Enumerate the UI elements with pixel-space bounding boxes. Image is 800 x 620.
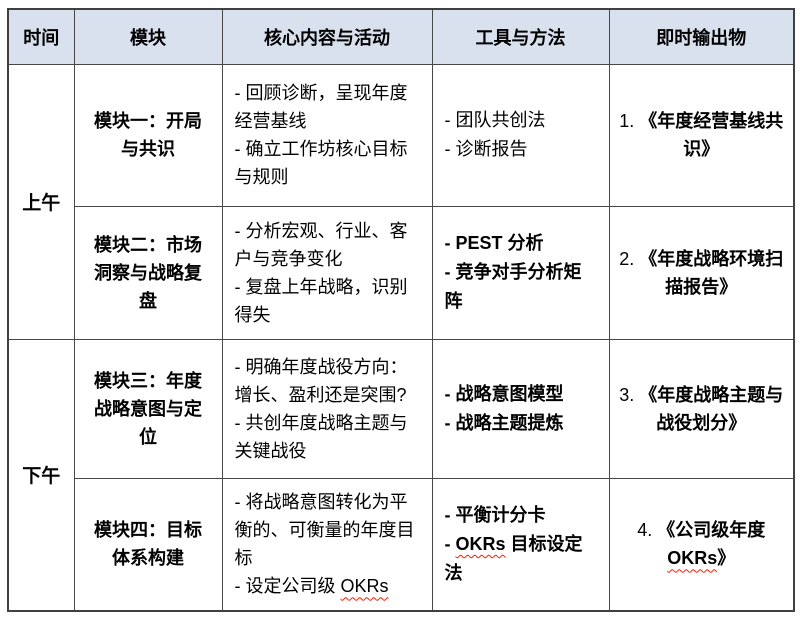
row-module-3: 下午 模块三：年度战略意图与定位 - 明确年度战役方向：增长、盈利还是突围? -… <box>7 338 795 612</box>
output-cell-3: 3. 《年度战略主题与战役划分》 <box>608 338 795 479</box>
row-module-1: 上午 模块一：开局与共识 - 回顾诊断，呈现年度经营基线 - 确立工作坊核心目标… <box>7 63 795 340</box>
time-cell-afternoon: 下午 <box>7 338 75 612</box>
tools-cell-2: - PEST 分析 - 竞争对手分析矩阵 <box>431 205 610 340</box>
activity-bullet: - 分析宏观、行业、客户与竞争变化 <box>234 220 408 269</box>
header-row: 时间 模块 核心内容与活动 工具与方法 即时输出物 <box>7 8 795 65</box>
okrs-misspelled-text: OKRs <box>455 533 506 554</box>
activity-bullet: - 明确年度战役方向：增长、盈利还是突围? <box>234 356 408 405</box>
output-number: 3. <box>619 384 635 405</box>
module-name-1: 模块一：开局与共识 <box>73 63 223 207</box>
tool-bullet: - 平衡计分卡 <box>444 504 546 525</box>
output-title: 《年度经营基线共识》 <box>639 111 784 159</box>
activity-bullet: - 将战略意图转化为平衡的、可衡量的年度目标 <box>234 492 415 569</box>
tool-bullet: - 团队共创法 <box>444 110 546 130</box>
tool-bullet: - 战略意图模型 <box>444 383 564 404</box>
output-cell-2: 2. 《年度战略环境扫描报告》 <box>608 205 795 340</box>
header-output: 即时输出物 <box>608 8 795 65</box>
header-module: 模块 <box>73 8 223 65</box>
content-cell-3: - 明确年度战役方向：增长、盈利还是突围? - 共创年度战略主题与关键战役 <box>221 338 433 479</box>
header-content: 核心内容与活动 <box>221 8 433 65</box>
tools-cell-1: - 团队共创法 - 诊断报告 <box>431 63 610 207</box>
tools-cell-4: - 平衡计分卡 - OKRs 目标设定法 <box>431 477 610 612</box>
okrs-misspelled-text: OKRs <box>340 576 389 597</box>
output-cell-1: 1. 《年度经营基线共识》 <box>608 63 795 207</box>
output-number: 1. <box>619 111 635 131</box>
activity-bullet: - 设定公司级 OKRs <box>235 572 420 600</box>
tool-text: 目标设定法 <box>444 533 583 583</box>
row-module-2: 模块二：市场洞察与战略复盘 - 分析宏观、行业、客户与竞争变化 - 复盘上年战略… <box>8 205 795 340</box>
output-cell-4: 4. 《公司级年度 OKRs》 <box>608 477 795 612</box>
okrs-misspelled-text: OKRs <box>667 548 718 569</box>
tool-bullet: - OKRs 目标设定法 <box>445 530 595 588</box>
module-name-2: 模块二：市场洞察与战略复盘 <box>73 205 223 340</box>
row-module-4: 模块四：目标体系构建 - 将战略意图转化为平衡的、可衡量的年度目标 - 设定公司… <box>8 477 795 612</box>
content-cell-4: - 将战略意图转化为平衡的、可衡量的年度目标 - 设定公司级 OKRs <box>221 477 433 612</box>
output-title: 《公司级年度 OKRs》 <box>657 520 765 568</box>
header-time: 时间 <box>7 8 75 65</box>
module-name-3: 模块三：年度战略意图与定位 <box>73 338 223 479</box>
tool-bullet: - PEST 分析 <box>444 233 544 253</box>
tools-cell-3: - 战略意图模型 - 战略主题提炼 <box>431 338 610 479</box>
tool-text: - <box>444 533 456 554</box>
activity-bullet: - 共创年度战略主题与关键战役 <box>234 412 408 461</box>
output-title-text: 《公司级年度 <box>657 520 766 541</box>
content-cell-2: - 分析宏观、行业、客户与竞争变化 - 复盘上年战略，识别得失 <box>221 205 433 340</box>
output-number: 2. <box>619 248 635 269</box>
activity-text: - 设定公司级 <box>234 576 341 597</box>
tool-bullet: - 战略主题提炼 <box>444 412 564 433</box>
content-cell-1: - 回顾诊断，呈现年度经营基线 - 确立工作坊核心目标与规则 <box>221 63 433 207</box>
module-name-4: 模块四：目标体系构建 <box>73 477 223 612</box>
activity-bullet: - 复盘上年战略，识别得失 <box>234 276 408 325</box>
activity-bullet: - 确立工作坊核心目标与规则 <box>234 139 408 187</box>
output-number: 4. <box>637 520 653 541</box>
tool-bullet: - 竞争对手分析矩阵 <box>444 262 582 311</box>
output-title: 《年度战略环境扫描报告》 <box>639 248 784 297</box>
header-tools: 工具与方法 <box>431 8 610 65</box>
time-cell-morning: 上午 <box>7 63 75 340</box>
output-title-text: 》 <box>717 548 736 569</box>
workshop-agenda-table: 时间 模块 核心内容与活动 工具与方法 即时输出物 上午 模块一：开局与共识 -… <box>7 8 795 612</box>
tool-bullet: - 诊断报告 <box>444 139 528 159</box>
output-title: 《年度战略主题与战役划分》 <box>639 384 784 433</box>
activity-bullet: - 回顾诊断，呈现年度经营基线 <box>234 83 408 131</box>
